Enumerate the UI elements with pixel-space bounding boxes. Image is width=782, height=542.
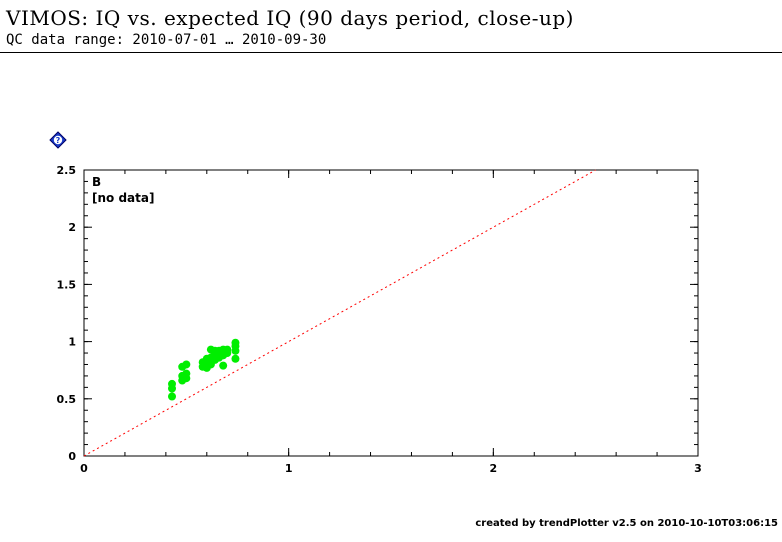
data-points (168, 338, 240, 401)
data-point (182, 369, 191, 378)
y-tick-label: 2.5 (57, 164, 77, 177)
x-tick-label: 3 (694, 462, 702, 475)
data-point (168, 379, 177, 388)
data-point (219, 361, 228, 370)
panel-annotations: B [no data] (92, 175, 154, 205)
help-icon-glyph: ? (56, 136, 61, 145)
panel-label: B (92, 175, 101, 189)
panel-status: [no data] (92, 191, 154, 205)
axis-ticks (83, 169, 699, 457)
axis-tick-labels: 0 1 2 3 0 0.5 1 1.5 2 2.5 (57, 164, 702, 475)
data-point (168, 392, 177, 401)
data-point (231, 338, 240, 347)
page-title: VIMOS: IQ vs. expected IQ (90 days perio… (6, 6, 574, 30)
data-point (182, 360, 191, 369)
date-range-subtitle: QC data range: 2010-07-01 … 2010-09-30 (6, 32, 327, 48)
y-tick-label: 1.5 (57, 278, 77, 291)
y-tick-label: 0 (68, 450, 76, 463)
y-tick-label: 0.5 (57, 393, 77, 406)
header-divider (0, 52, 782, 53)
plot-frame (83, 169, 699, 457)
y-tick-label: 1 (68, 336, 76, 349)
data-point (223, 345, 232, 354)
x-tick-label: 0 (80, 462, 88, 475)
data-point (231, 354, 240, 363)
x-tick-label: 2 (490, 462, 498, 475)
footer-credit: created by trendPlotter v2.5 on 2010-10-… (475, 518, 778, 529)
help-icon[interactable]: ? (49, 131, 67, 149)
reference-line (83, 169, 596, 457)
y-tick-label: 2 (68, 221, 76, 234)
x-tick-label: 1 (285, 462, 293, 475)
